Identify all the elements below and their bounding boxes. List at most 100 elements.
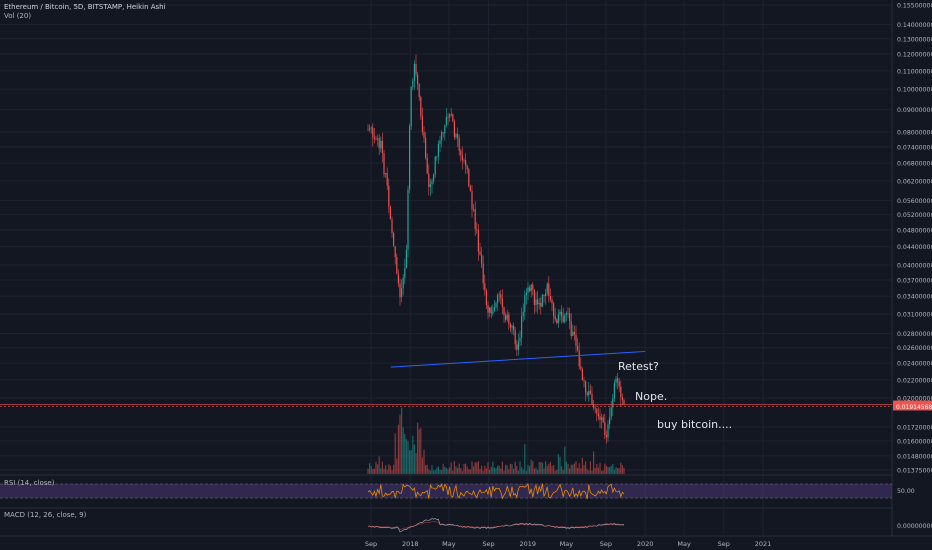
- volume-bar: [380, 468, 382, 474]
- candle-body: [605, 435, 607, 438]
- current-price-lines: [0, 404, 892, 407]
- candle-body: [370, 127, 372, 129]
- candle-body: [473, 208, 475, 210]
- volume-bar: [591, 470, 593, 474]
- x-tick-label: May: [677, 540, 691, 548]
- volume-bar: [436, 467, 438, 474]
- trendline[interactable]: [390, 350, 646, 368]
- y-tick-label: 0.11000000: [897, 68, 932, 75]
- candle-body: [549, 296, 551, 300]
- volume-bar: [535, 467, 537, 474]
- volume-bar: [522, 469, 524, 474]
- annotation-retest: Retest?: [618, 360, 659, 373]
- candle-body: [385, 173, 387, 175]
- candle-body: [509, 323, 511, 328]
- candle-body: [553, 303, 555, 316]
- volume-bar: [378, 456, 380, 474]
- candle-body: [449, 114, 451, 118]
- volume-bar: [497, 465, 499, 474]
- volume-bar: [509, 463, 511, 474]
- volume-bar: [493, 467, 495, 474]
- volume-bar: [545, 461, 547, 474]
- candle-body: [461, 155, 463, 161]
- symbol-legend[interactable]: Ethereum / Bitcoin, 5D, BITSTAMP, Heikin…: [4, 3, 166, 21]
- volume-bar: [501, 461, 503, 474]
- y-tick-label: 0.09000000: [897, 107, 932, 114]
- candle-body: [607, 424, 609, 438]
- candle-body: [469, 186, 471, 191]
- volume-bar: [445, 467, 447, 474]
- candle-body: [497, 294, 499, 303]
- candle-body: [580, 366, 582, 370]
- y-tick-label: 0.02000000: [897, 396, 932, 403]
- price-axis[interactable]: 0.15500000 0.14000000 0.13000000 0.12000000…: [893, 3, 932, 531]
- candle-body: [538, 303, 540, 305]
- volume-bar: [373, 468, 375, 474]
- y-tick-label: 0.04800000: [897, 228, 932, 235]
- candle-body: [437, 143, 439, 157]
- candle-body: [623, 399, 625, 405]
- volume-bar: [444, 466, 446, 474]
- volume-bar: [609, 467, 611, 474]
- volume-bar: [623, 467, 625, 474]
- volume-bar: [402, 427, 404, 474]
- candle-body: [383, 153, 385, 175]
- volume-bar: [540, 461, 542, 474]
- volume-bar: [428, 469, 430, 474]
- candle-body: [527, 287, 529, 293]
- candle-body: [415, 63, 417, 75]
- y-tick-label: 0.06800000: [897, 161, 932, 168]
- macd-signal-line: [367, 521, 625, 530]
- candle-body: [493, 307, 495, 312]
- candle-body: [476, 229, 478, 231]
- rsi-legend[interactable]: RSI (14, close): [4, 479, 55, 487]
- time-axis[interactable]: Sep 2018 May Sep 2019 May Sep 2020 May Sep 2021: [365, 540, 771, 548]
- volume-bar: [585, 461, 587, 474]
- candle-body: [492, 311, 494, 314]
- annotation-buy-bitcoin: buy bitcoin....: [657, 418, 733, 431]
- y-tick-label: 0.10000000: [897, 87, 932, 94]
- volume-bar: [617, 467, 619, 474]
- volume-bar: [410, 450, 412, 474]
- annotation-nope: Nope.: [635, 390, 668, 403]
- volume-bar: [473, 466, 475, 474]
- volume-bar: [370, 466, 372, 474]
- volume-bar: [527, 464, 529, 474]
- price-badge-label: 0.01914568: [896, 404, 932, 411]
- candle-body: [505, 315, 507, 320]
- y-tick-label: 0.02200000: [897, 377, 932, 384]
- volume-bar: [397, 424, 399, 474]
- candle-body: [610, 407, 612, 418]
- volume-bar: [418, 429, 420, 474]
- volume-bar: [367, 468, 369, 474]
- x-tick-label: 2020: [637, 540, 654, 548]
- volume-bar: [514, 461, 516, 474]
- volume-bar: [561, 466, 563, 474]
- volume-bar: [457, 467, 459, 474]
- candle-body: [423, 131, 425, 138]
- price-badge[interactable]: [893, 402, 932, 411]
- volume-bar: [577, 467, 579, 474]
- volume-bar: [500, 468, 502, 474]
- volume-bar: [503, 470, 505, 474]
- macd-legend[interactable]: MACD (12, 26, close, 9): [4, 511, 87, 519]
- candle-body: [426, 157, 428, 174]
- volume-bar: [394, 433, 396, 474]
- volume-bar: [557, 454, 559, 474]
- volume-bar: [447, 469, 449, 474]
- rsi-band: [0, 484, 892, 498]
- volume-bar: [439, 469, 441, 474]
- rsi-tick-label: 50.00: [897, 488, 915, 495]
- candle-body: [489, 307, 491, 313]
- volume-bar: [458, 463, 460, 474]
- volume-bar: [460, 468, 462, 474]
- volume-bar: [463, 463, 465, 474]
- candle-body: [410, 87, 412, 127]
- volume-bar: [596, 464, 598, 474]
- candle-body: [442, 132, 444, 134]
- volume-bar: [588, 470, 590, 474]
- volume-bar: [597, 467, 599, 474]
- candle-body: [397, 273, 399, 284]
- y-tick-label: 0.13000000: [897, 36, 932, 43]
